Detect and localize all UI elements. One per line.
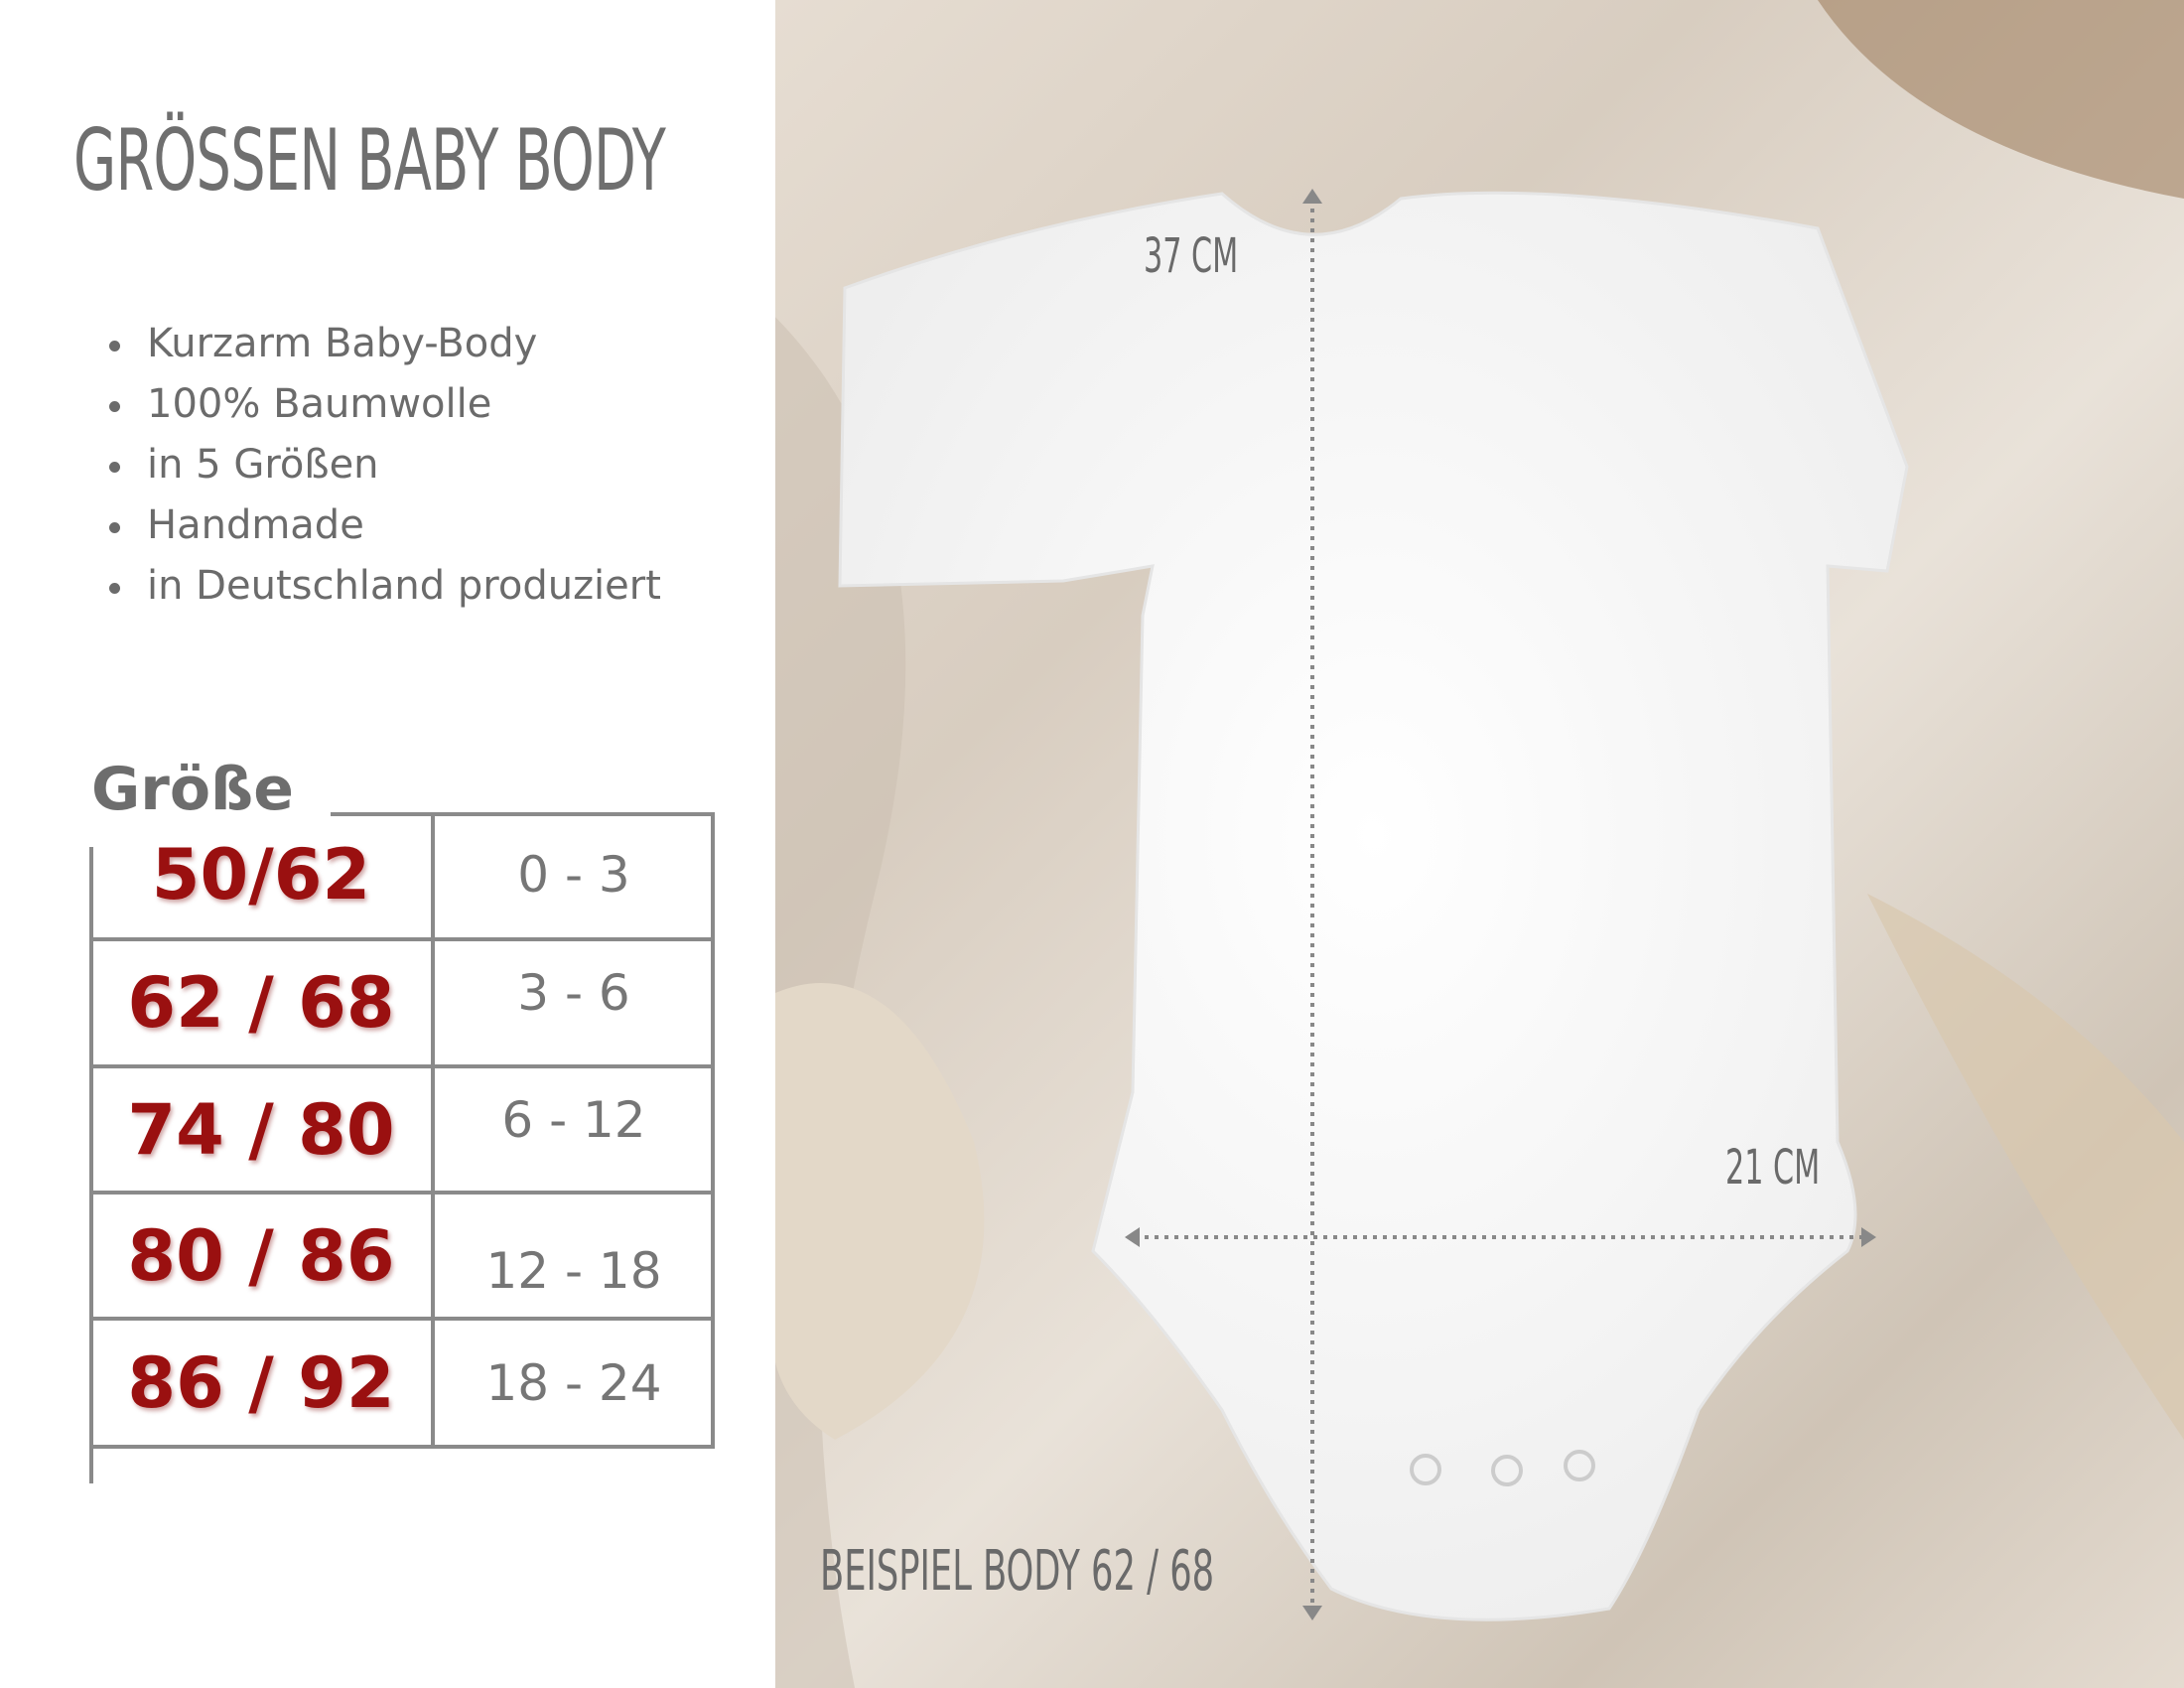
width-label: 21 CM (1725, 1140, 1821, 1196)
bodysuit-illustration (775, 0, 2184, 1688)
product-photo: 37 CM 21 CM BEISPIEL BODY 62 / 68 (775, 0, 2184, 1688)
feature-item: in 5 Größen (107, 435, 661, 495)
age-cell: 6 - 12 (501, 1090, 646, 1149)
snap-button (1491, 1455, 1523, 1486)
page-title: Größen Baby Body (73, 111, 666, 211)
table-row: 80 / 86 12 - 18 (89, 1195, 715, 1321)
info-panel: Größen Baby Body Kurzarm Baby-Body 100% … (0, 0, 775, 1688)
feature-list: Kurzarm Baby-Body 100% Baumwolle in 5 Gr… (107, 314, 661, 617)
table-left-border (89, 847, 93, 1483)
table-top-border (331, 812, 715, 816)
table-row: 86 / 92 18 - 24 (89, 1321, 715, 1449)
table-right-border (711, 812, 715, 1449)
feature-item: in Deutschland produziert (107, 556, 661, 617)
size-cell: 74 / 80 (127, 1088, 395, 1171)
size-cell: 86 / 92 (127, 1341, 395, 1424)
feature-item: Handmade (107, 495, 661, 556)
size-cell: 80 / 86 (127, 1214, 395, 1297)
pampas-grass (1867, 894, 2184, 1440)
table-column-divider (431, 812, 435, 1449)
basket-decor (1818, 0, 2184, 199)
size-table-label: Größe (91, 755, 294, 824)
age-cell: 12 - 18 (485, 1241, 662, 1300)
size-cell: 62 / 68 (127, 962, 395, 1044)
length-label: 37 CM (1144, 228, 1239, 284)
star-pillow (775, 983, 985, 1440)
bodysuit (838, 191, 1909, 1621)
table-row: 62 / 68 3 - 6 (89, 941, 715, 1068)
age-cell: 3 - 6 (517, 964, 630, 1022)
table-row: 74 / 80 6 - 12 (89, 1068, 715, 1195)
size-cell: 50/62 (151, 834, 371, 915)
age-cell: 18 - 24 (485, 1353, 662, 1412)
feature-item: Kurzarm Baby-Body (107, 314, 661, 374)
photo-caption: BEISPIEL BODY 62 / 68 (820, 1539, 1215, 1604)
age-cell: 0 - 3 (517, 846, 630, 904)
size-table: 50/62 0 - 3 62 / 68 3 - 6 74 / 80 6 - 12… (89, 812, 715, 1483)
snap-button (1410, 1454, 1441, 1485)
feature-item: 100% Baumwolle (107, 374, 661, 435)
table-row: 50/62 0 - 3 (89, 812, 715, 941)
snap-button (1564, 1450, 1595, 1481)
